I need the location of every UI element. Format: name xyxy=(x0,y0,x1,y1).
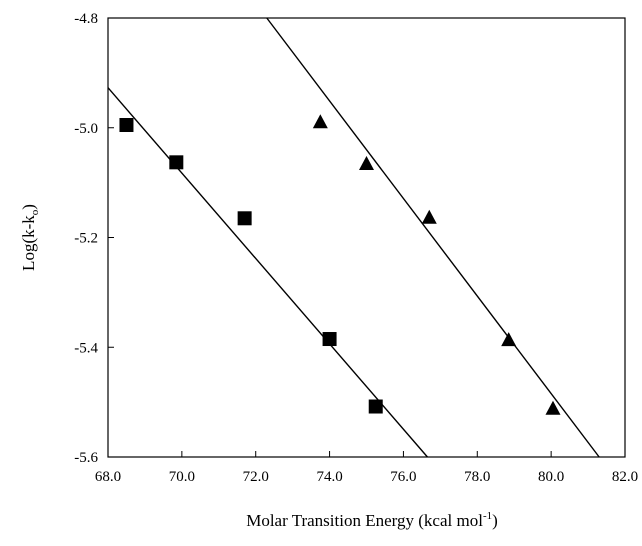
triangle-point xyxy=(421,209,437,224)
x-tick-label: 80.0 xyxy=(538,469,564,485)
x-tick-label: 68.0 xyxy=(95,469,121,485)
y-axis-label-end: ) xyxy=(19,204,38,210)
x-axis-label-end: ) xyxy=(492,511,498,530)
y-tick-label: -5.6 xyxy=(74,450,98,466)
y-axis-ticks: -4.8 -5.0 -5.2 -5.4 -5.6 xyxy=(74,11,114,466)
triangle-point xyxy=(545,400,561,415)
triangle-point xyxy=(312,114,328,129)
x-tick-label: 78.0 xyxy=(464,469,490,485)
square-point xyxy=(237,211,252,226)
y-tick-label: -5.4 xyxy=(74,340,98,356)
x-tick-label: 82.0 xyxy=(612,469,638,485)
x-axis-label-superscript: -1 xyxy=(483,510,492,522)
square-point xyxy=(119,118,134,133)
fit-lines xyxy=(107,17,600,458)
triangle-point xyxy=(359,155,374,170)
x-tick-label: 72.0 xyxy=(243,469,269,485)
y-tick-label: -4.8 xyxy=(74,11,98,27)
y-tick-label: -5.2 xyxy=(74,231,98,247)
triangle-point xyxy=(501,332,517,347)
x-tick-label: 70.0 xyxy=(169,469,195,485)
x-axis-label-main: Molar Transition Energy (kcal mol xyxy=(246,511,483,530)
y-axis-label: Log(k-ko) xyxy=(19,204,41,271)
fit-line-triangle xyxy=(266,17,600,458)
square-point xyxy=(322,332,337,347)
fit-line-square xyxy=(107,87,428,458)
x-tick-label: 74.0 xyxy=(316,469,342,485)
y-axis-label-main: Log(k-k xyxy=(19,215,38,271)
x-axis-label: Molar Transition Energy (kcal mol-1) xyxy=(246,510,498,530)
y-axis-label-subscript: o xyxy=(29,209,41,215)
plot-frame xyxy=(107,17,626,458)
y-tick-label: -5.0 xyxy=(74,121,98,137)
data-points xyxy=(119,114,561,415)
square-point xyxy=(368,399,383,414)
x-tick-label: 76.0 xyxy=(390,469,416,485)
square-point xyxy=(169,155,184,170)
x-axis-ticks: 68.0 70.0 72.0 74.0 76.0 78.0 80.0 82.0 xyxy=(95,451,638,485)
